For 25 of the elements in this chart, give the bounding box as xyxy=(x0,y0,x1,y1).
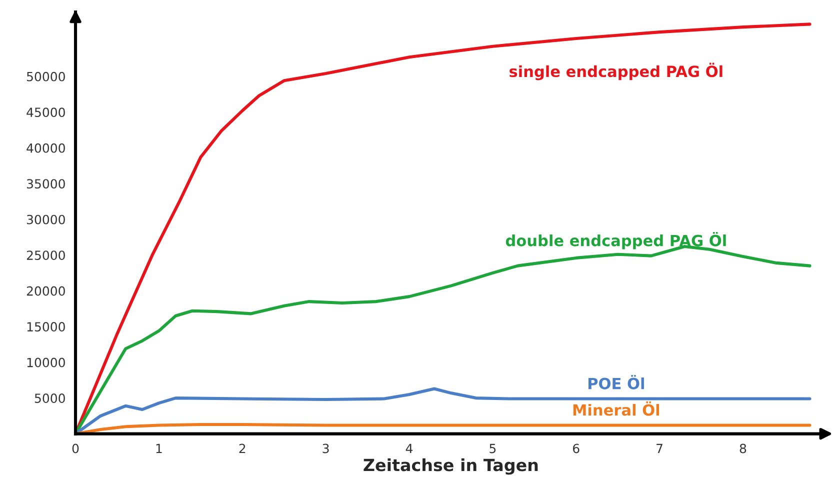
x-axis-title: Zeitachse in Tagen xyxy=(364,458,538,475)
series-label: single endcapped PAG Öl xyxy=(510,62,722,80)
series-label: POE Öl xyxy=(588,374,644,390)
y-tick-label: 35000 xyxy=(26,179,65,189)
x-tick-label: 3 xyxy=(322,444,329,454)
y-tick-label: 25000 xyxy=(26,250,65,260)
y-tick-label: 10000 xyxy=(27,358,65,368)
x-tick-label: 1 xyxy=(156,444,162,454)
y-tick-label: 40000 xyxy=(26,143,65,153)
series-label: double endcapped PAG Öl xyxy=(506,232,726,250)
x-tick-label: 6 xyxy=(573,444,580,454)
y-tick-label: 50000 xyxy=(26,72,65,82)
y-tick-label: 30000 xyxy=(26,214,65,224)
x-tick-label: 0 xyxy=(72,444,79,454)
x-tick-label: 8 xyxy=(740,444,746,454)
series-label: Mineral Öl xyxy=(573,401,660,416)
line-series xyxy=(76,422,812,434)
y-tick-label: 5000 xyxy=(34,394,65,403)
x-tick-label: 7 xyxy=(656,444,662,454)
x-tick-label: 5 xyxy=(490,444,496,454)
y-tick-label: 45000 xyxy=(26,108,65,118)
y-tick-label: 20000 xyxy=(26,286,65,296)
x-tick-label: 4 xyxy=(406,444,413,454)
y-tick-label: 15000 xyxy=(27,322,65,332)
x-tick-label: 2 xyxy=(239,444,246,454)
